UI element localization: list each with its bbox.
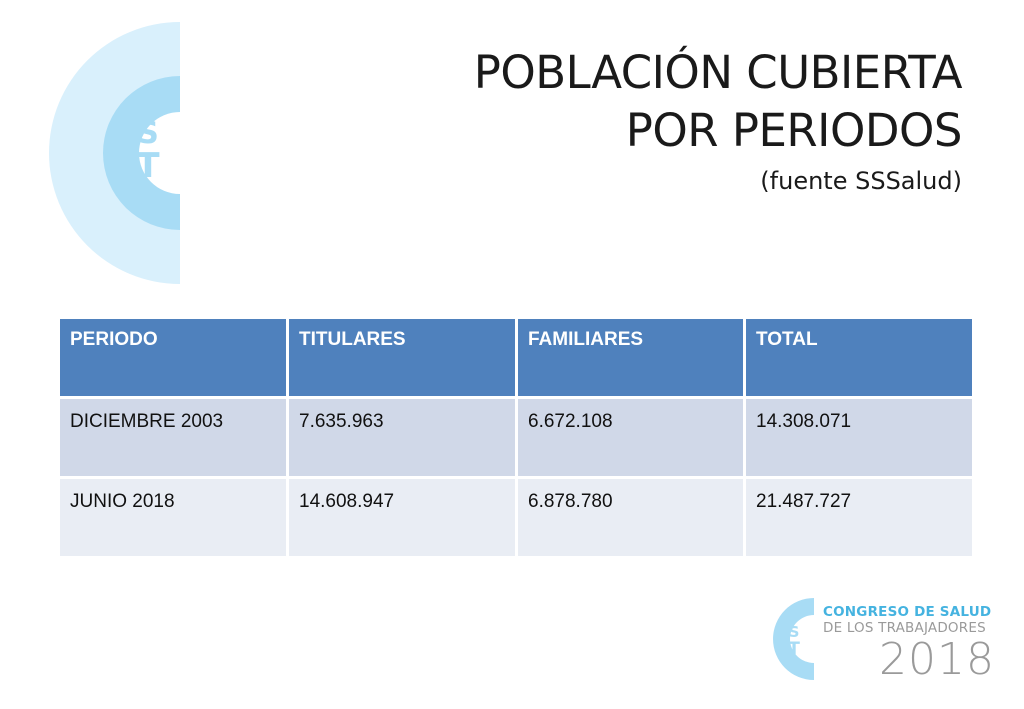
header-familiares: FAMILIARES bbox=[515, 316, 746, 399]
header-periodo: PERIODO bbox=[57, 316, 289, 399]
page-title-line-2: POR PERIODOS bbox=[625, 104, 963, 157]
cell-familiares: 6.878.780 bbox=[515, 476, 746, 559]
title-block: POBLACIÓN CUBIERTA POR PERIODOS (fuente … bbox=[473, 44, 963, 200]
cell-titulares: 7.635.963 bbox=[286, 396, 518, 479]
cell-total: 14.308.071 bbox=[743, 396, 975, 479]
population-table: PERIODO TITULARES FAMILIARES TOTAL DICIE… bbox=[57, 316, 975, 559]
logo-letter-s: S bbox=[137, 116, 159, 151]
logo-inner-disc bbox=[139, 112, 180, 194]
st-logo-small: S T bbox=[773, 598, 814, 680]
cell-periodo: DICIEMBRE 2003 bbox=[57, 396, 289, 479]
small-logo-letter-t: T bbox=[788, 639, 800, 659]
small-logo-letter-s: S bbox=[789, 623, 800, 641]
page-title-line-1: POBLACIÓN CUBIERTA bbox=[473, 46, 963, 99]
st-logo-large: S T bbox=[49, 22, 180, 284]
cell-titulares: 14.608.947 bbox=[286, 476, 518, 559]
page-subtitle: (fuente SSSalud) bbox=[760, 167, 962, 195]
conference-name-line-1: CONGRESO DE SALUD bbox=[823, 604, 992, 620]
table-row: DICIEMBRE 2003 7.635.963 6.672.108 14.30… bbox=[57, 396, 975, 479]
header-titulares: TITULARES bbox=[286, 316, 518, 399]
cell-total: 21.487.727 bbox=[743, 476, 975, 559]
cell-periodo: JUNIO 2018 bbox=[57, 476, 289, 559]
conference-branding: CONGRESO DE SALUD DE LOS TRABAJADORES 20… bbox=[823, 604, 995, 684]
table-row: JUNIO 2018 14.608.947 6.878.780 21.487.7… bbox=[57, 476, 975, 559]
table-header-row: PERIODO TITULARES FAMILIARES TOTAL bbox=[57, 316, 975, 399]
header-total: TOTAL bbox=[743, 316, 975, 399]
conference-year: 2018 bbox=[879, 634, 995, 685]
cell-familiares: 6.672.108 bbox=[515, 396, 746, 479]
logo-letter-t: T bbox=[136, 146, 160, 186]
small-logo-inner-disc bbox=[790, 615, 814, 663]
conference-name-line-2: DE LOS TRABAJADORES bbox=[823, 620, 986, 636]
